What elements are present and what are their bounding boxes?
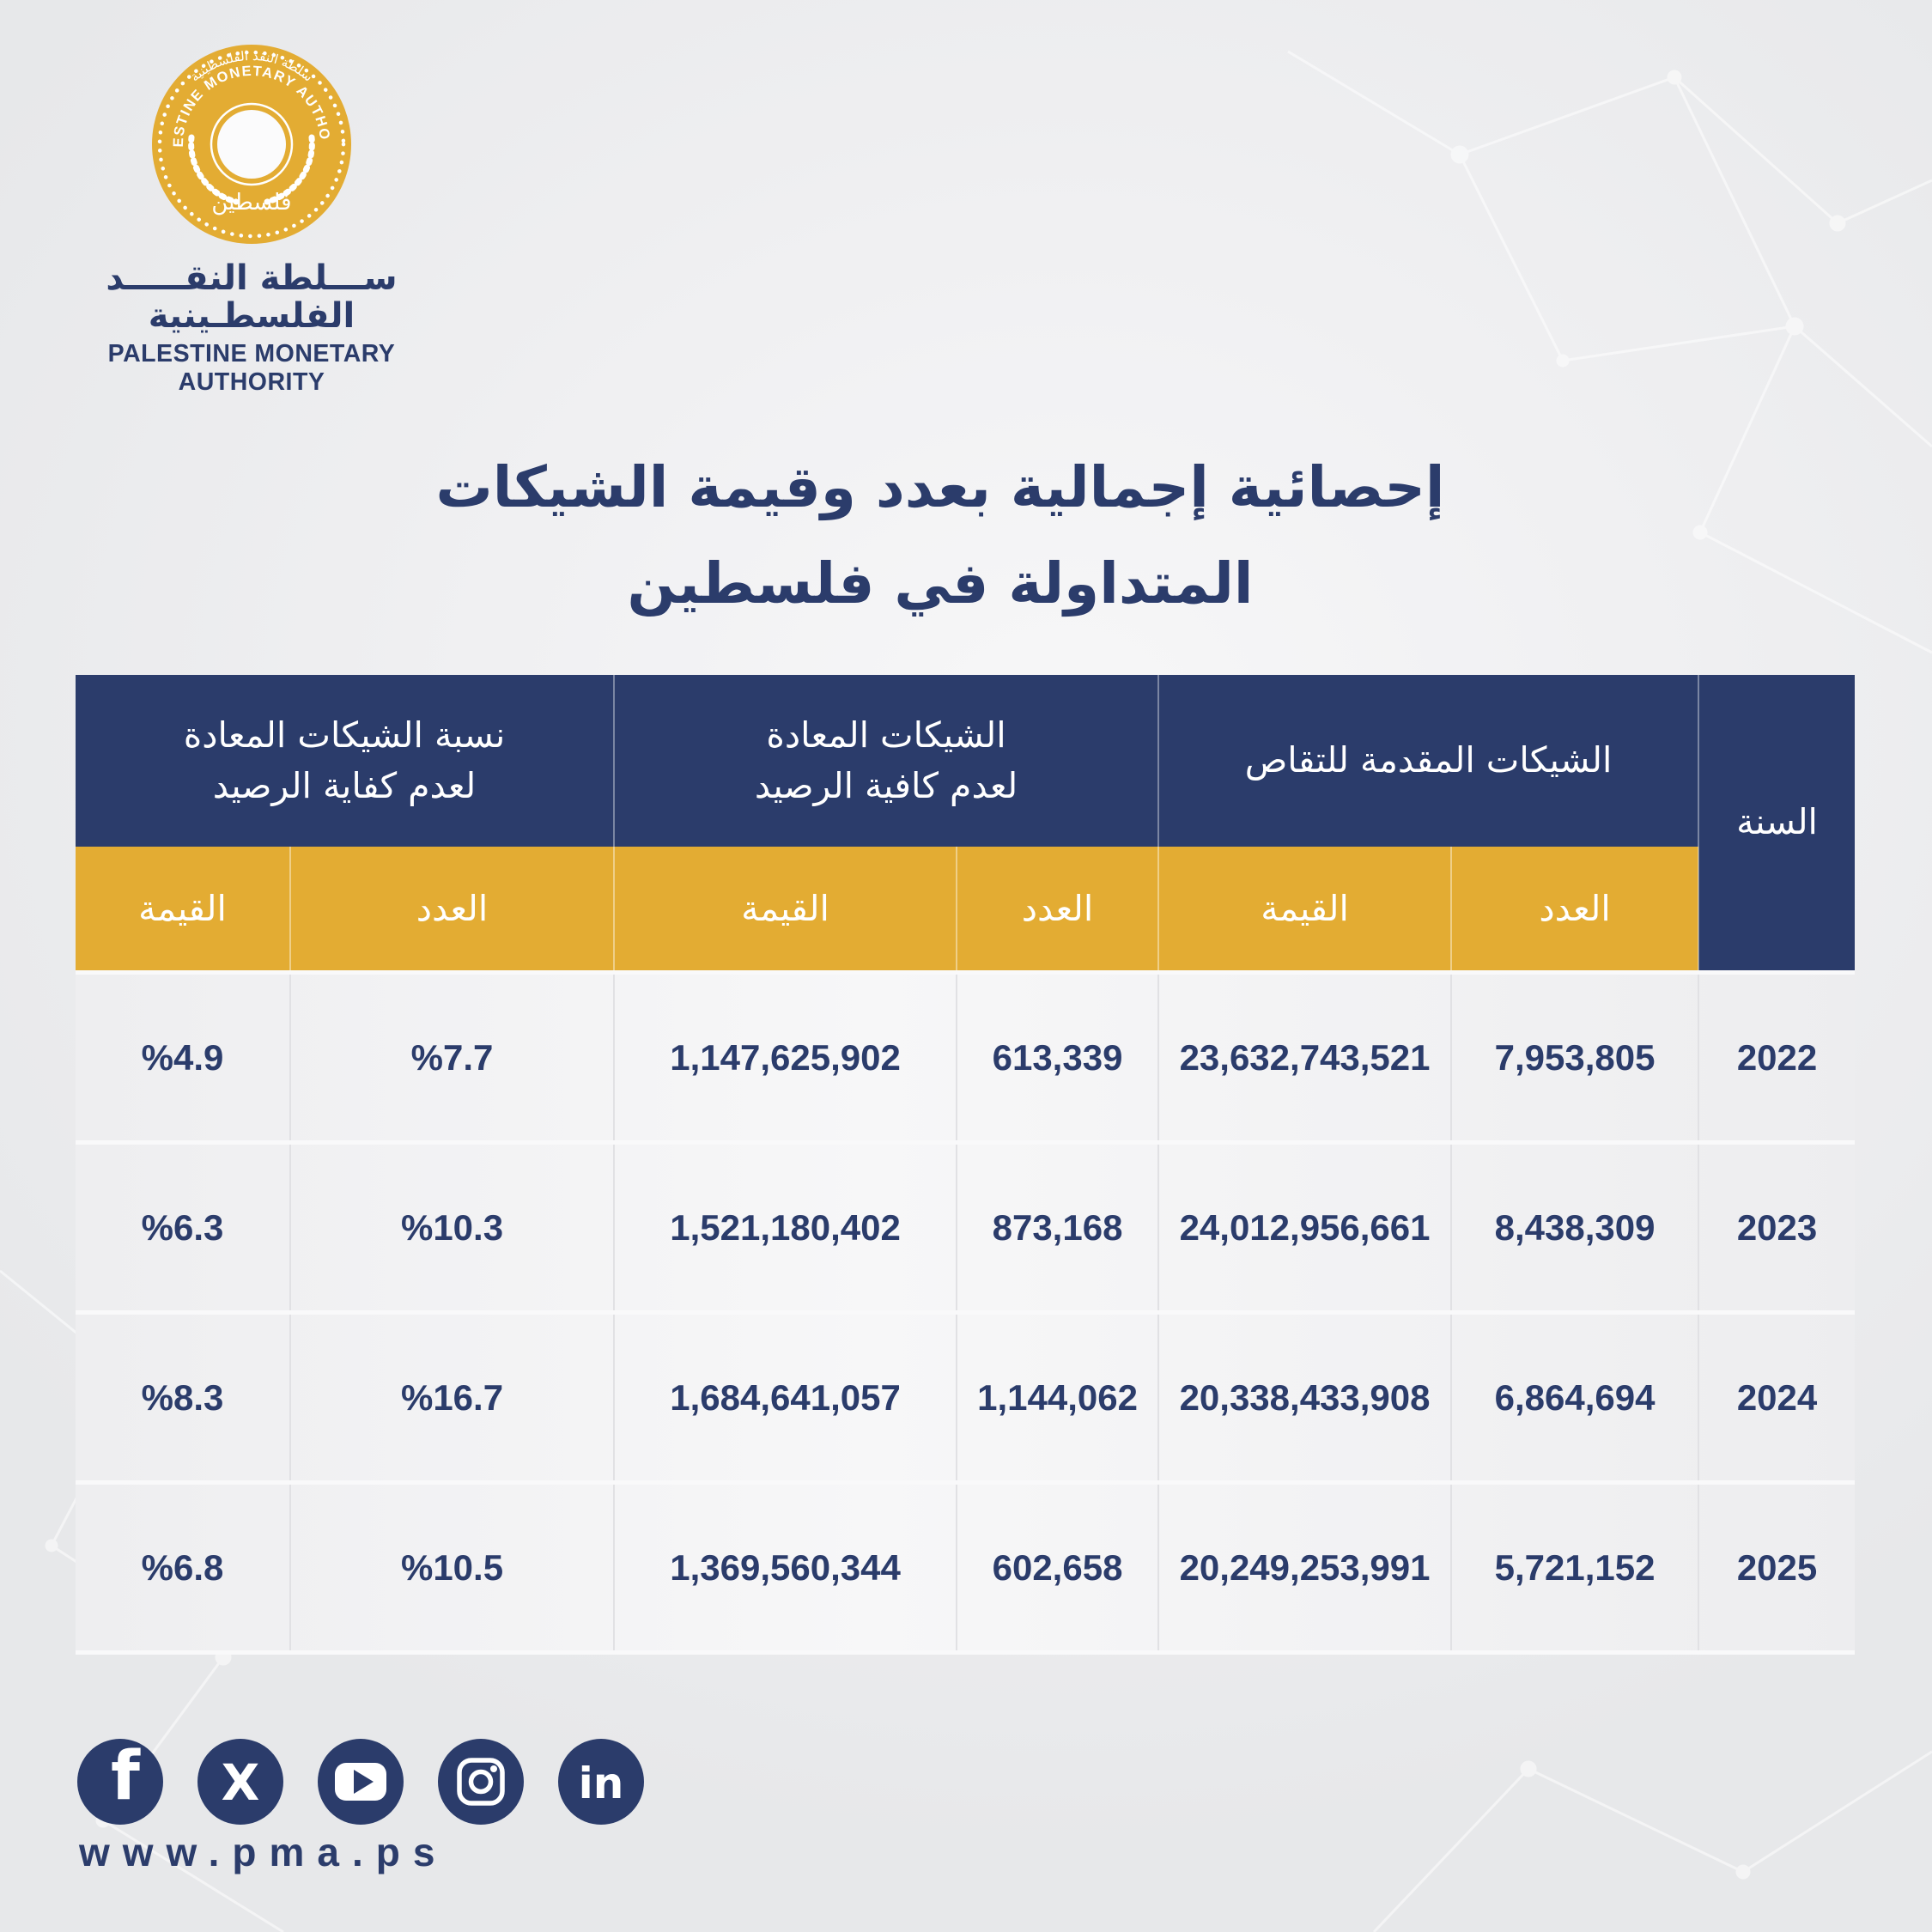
table-row-2025: 2025 5,721,152 20,249,253,991 602,658 1,… <box>76 1480 1856 1655</box>
returned-value-cell: 1,521,180,402 <box>613 1140 957 1313</box>
wordmark-arabic: ســـلطة النقـــــد الفلسطـينية <box>106 258 398 336</box>
clearing-count-cell: 5,721,152 <box>1450 1480 1699 1655</box>
subheader-returned-count: العدد <box>956 847 1159 973</box>
clearing-value-cell: 20,249,253,991 <box>1157 1480 1452 1655</box>
instagram-icon[interactable] <box>438 1739 524 1825</box>
clearing-value-cell: 24,012,956,661 <box>1157 1140 1452 1313</box>
poster-title: إحصائية إجمالية بعدد وقيمة الشيكات المتد… <box>0 440 1880 632</box>
ratio-count-cell: %16.7 <box>289 1310 615 1483</box>
table-row-2024: 2024 6,864,694 20,338,433,908 1,144,062 … <box>76 1310 1856 1483</box>
ratio-count-cell: %10.5 <box>289 1480 615 1655</box>
seal-palestine-text: فلسطين <box>211 190 291 216</box>
year-cell: 2024 <box>1698 1310 1856 1483</box>
clearing-value-cell: 23,632,743,521 <box>1157 970 1452 1143</box>
laurel-right-icon <box>264 134 315 205</box>
table-subheader-row: العدد القيمة العدد القيمة العدد القيمة <box>76 847 1855 973</box>
table-row-2023: 2023 8,438,309 24,012,956,661 873,168 1,… <box>76 1140 1856 1313</box>
pma-seal-icon: سلطة النقد الفلسطينية PALESTINE MONETARY… <box>149 41 351 244</box>
year-cell: 2025 <box>1698 1480 1856 1655</box>
table-group-header-row: السنة الشيكات المقدمة للتقاص الشيكات الم… <box>76 675 1856 973</box>
poster-title-line2: المتداولة في فلسطين <box>627 550 1254 617</box>
pma-logo: سلطة النقد الفلسطينية PALESTINE MONETARY… <box>76 41 428 397</box>
year-cell: 2022 <box>1698 970 1856 1143</box>
website-url: www.pma.ps <box>79 1830 448 1874</box>
clearing-count-cell: 6,864,694 <box>1450 1310 1699 1483</box>
group-header-ratio: نسبة الشيكات المعادة لعدم كفاية الرصيد <box>76 675 615 847</box>
subheader-clearing-value: القيمة <box>1157 847 1452 973</box>
clearing-value-cell: 20,338,433,908 <box>1157 1310 1452 1483</box>
group-header-clearing: الشيكات المقدمة للتقاص <box>1157 675 1699 847</box>
subheader-ratio-value: القيمة <box>76 847 291 973</box>
x-twitter-icon[interactable]: X <box>197 1739 283 1825</box>
clearing-count-cell: 8,438,309 <box>1450 1140 1699 1313</box>
group-header-returned: الشيكات المعادة لعدم كافية الرصيد <box>613 675 1159 847</box>
returned-value-cell: 1,684,641,057 <box>613 1310 957 1483</box>
returned-value-cell: 1,147,625,902 <box>613 970 957 1143</box>
statistics-table: السنة الشيكات المقدمة للتقاص الشيكات الم… <box>76 675 1856 1655</box>
ratio-value-cell: %6.3 <box>76 1140 291 1313</box>
ratio-value-cell: %8.3 <box>76 1310 291 1483</box>
youtube-icon[interactable] <box>318 1739 404 1825</box>
subheader-ratio-count: العدد <box>289 847 615 973</box>
laurel-left-icon <box>188 134 240 205</box>
ratio-count-cell: %7.7 <box>289 970 615 1143</box>
ratio-value-cell: %6.8 <box>76 1480 291 1655</box>
returned-count-cell: 613,339 <box>956 970 1159 1143</box>
ratio-count-cell: %10.3 <box>289 1140 615 1313</box>
subheader-returned-value: القيمة <box>613 847 957 973</box>
poster-title-line1: إحصائية إجمالية بعدد وقيمة الشيكات <box>435 454 1445 520</box>
returned-value-cell: 1,369,560,344 <box>613 1480 957 1655</box>
returned-count-cell: 1,144,062 <box>956 1310 1159 1483</box>
returned-count-cell: 873,168 <box>956 1140 1159 1313</box>
table-row-2022: 2022 7,953,805 23,632,743,521 613,339 1,… <box>76 970 1856 1143</box>
subheader-clearing-count: العدد <box>1450 847 1699 973</box>
year-column-header: السنة <box>1698 675 1856 973</box>
svg-text:in: in <box>579 1759 624 1808</box>
seal-center <box>217 110 286 179</box>
svg-text:f: f <box>111 1738 141 1815</box>
wordmark-english: PALESTINE MONETARY AUTHORITY <box>107 340 396 396</box>
facebook-icon[interactable]: f <box>77 1738 163 1825</box>
linkedin-icon[interactable]: in <box>558 1739 644 1825</box>
ratio-value-cell: %4.9 <box>76 970 291 1143</box>
svg-text:X: X <box>222 1753 260 1812</box>
returned-count-cell: 602,658 <box>956 1480 1159 1655</box>
clearing-count-cell: 7,953,805 <box>1450 970 1699 1143</box>
year-cell: 2023 <box>1698 1140 1856 1313</box>
social-icons: f X in <box>77 1738 644 1825</box>
